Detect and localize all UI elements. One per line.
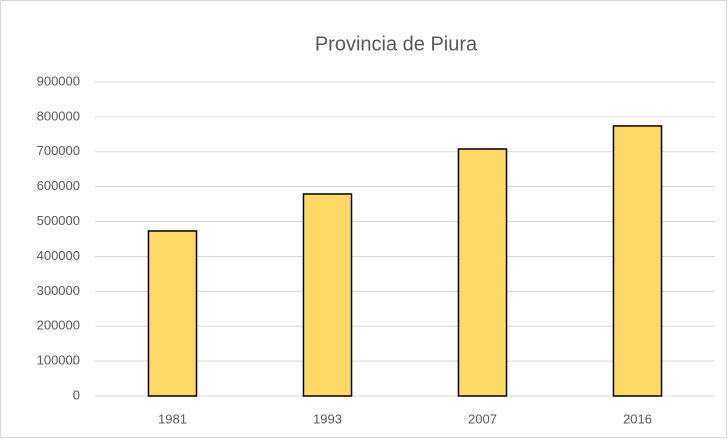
y-tick-label: 300000 (37, 283, 80, 298)
bar (302, 193, 353, 397)
x-tick-label: 2007 (468, 411, 497, 426)
y-tick-label: 400000 (37, 248, 80, 263)
x-tick-label: 1993 (313, 411, 342, 426)
x-tick-label: 1981 (158, 411, 187, 426)
y-tick-label: 100000 (37, 353, 80, 368)
bar (612, 125, 663, 397)
y-tick-label: 600000 (37, 178, 80, 193)
y-tick-label: 200000 (37, 318, 80, 333)
y-tick-label: 0 (73, 387, 80, 402)
bar (457, 148, 508, 397)
chart-title: Provincia de Piura (315, 33, 478, 55)
y-tick-label: 900000 (37, 73, 80, 88)
bar (147, 230, 198, 397)
y-tick-label: 700000 (37, 143, 80, 158)
y-tick-label: 500000 (37, 213, 80, 228)
y-tick-label: 800000 (37, 108, 80, 123)
x-tick-label: 2016 (623, 411, 652, 426)
